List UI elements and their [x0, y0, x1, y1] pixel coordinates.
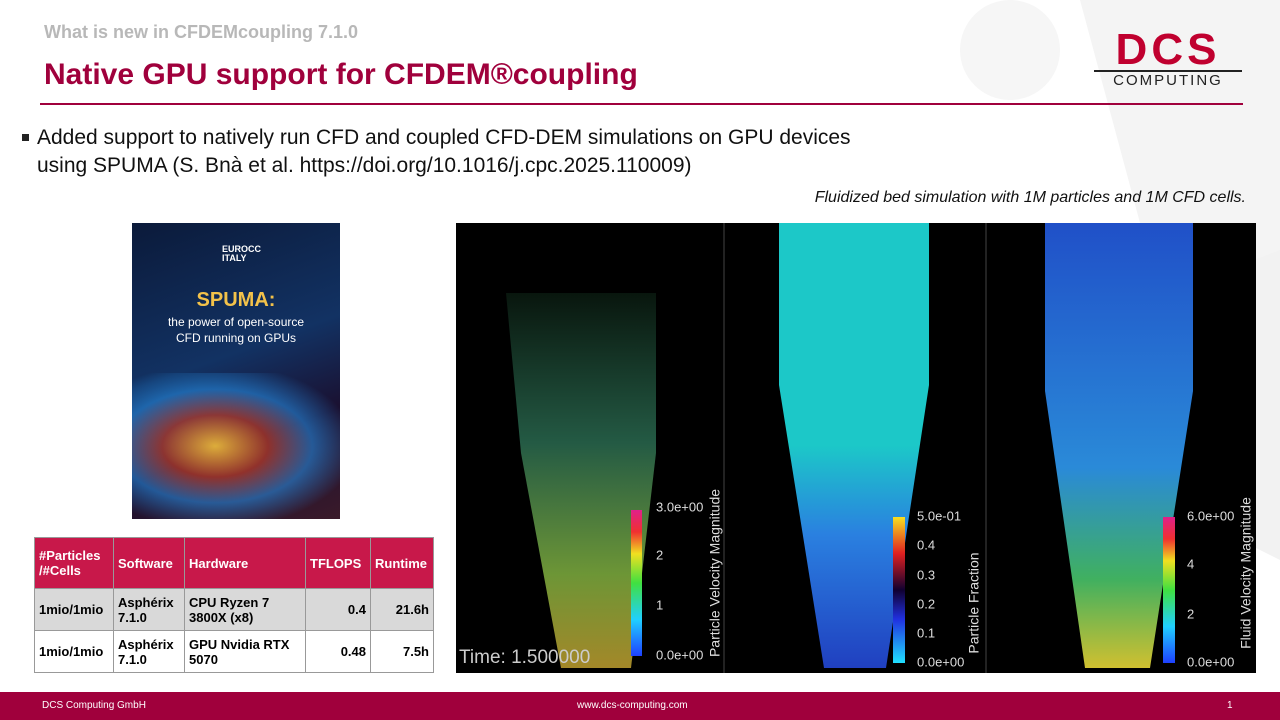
colorbar-title: Fluid Velocity Magnitude — [1238, 497, 1254, 649]
simulation-figure: 3.0e+00 2 1 0.0e+00 5.0e-01 0.4 0.3 0.2 … — [456, 223, 1256, 673]
header-cell: Hardware — [184, 537, 306, 589]
colorbar-tick: 6.0e+00 — [1187, 508, 1234, 523]
colorbar-tick: 0.0e+00 — [656, 647, 703, 662]
colorbar-tick: 0.2 — [917, 596, 935, 611]
cover-brand: EUROCC ITALY — [222, 244, 262, 263]
cell: 21.6h — [370, 588, 434, 631]
colorbar-tick: 2 — [656, 547, 663, 562]
cell: Asphérix 7.1.0 — [113, 630, 185, 673]
bullet-line: Added support to natively run CFD and co… — [37, 126, 851, 149]
table-row: 1mio/1mio Asphérix 7.1.0 CPU Ryzen 7 380… — [34, 588, 434, 631]
footer: DCS Computing GmbH www.dcs-computing.com… — [0, 692, 1280, 720]
colorbar — [631, 510, 642, 656]
colorbar-tick: 0.3 — [917, 567, 935, 582]
cell: GPU Nvidia RTX 5070 — [184, 630, 306, 673]
cell: Asphérix 7.1.0 — [113, 588, 185, 631]
footer-company: DCS Computing GmbH — [42, 700, 146, 711]
cover-subtitle: CFD running on GPUs — [175, 331, 297, 345]
header-cell: #Particles /#Cells — [34, 537, 114, 589]
bullet-marker — [22, 134, 29, 141]
cell: 1mio/1mio — [34, 630, 114, 673]
cell: 7.5h — [370, 630, 434, 673]
colorbar-tick: 0.0e+00 — [1187, 654, 1234, 669]
colorbar-title: Particle Fraction — [966, 552, 982, 653]
colorbar-tick: 2 — [1187, 606, 1194, 621]
header-cell: Software — [113, 537, 185, 589]
cell: 1mio/1mio — [34, 588, 114, 631]
cell: 0.48 — [305, 630, 371, 673]
colorbar-tick: 0.1 — [917, 625, 935, 640]
colorbar-tick: 3.0e+00 — [656, 499, 703, 514]
header-cell: TFLOPS — [305, 537, 371, 589]
bullet-line: using SPUMA (S. Bnà et al. https://doi.o… — [37, 154, 692, 177]
page-number: 1 — [1227, 700, 1233, 711]
colorbar-tick: 4 — [1187, 556, 1194, 571]
kicker: What is new in CFDEMcoupling 7.1.0 — [44, 22, 359, 42]
particle-bed — [506, 293, 656, 668]
table-row: 1mio/1mio Asphérix 7.1.0 GPU Nvidia RTX … — [34, 630, 434, 673]
bg-shape — [960, 0, 1060, 100]
colorbar-tick: 5.0e-01 — [917, 508, 961, 523]
colorbar-title: Particle Velocity Magnitude — [707, 489, 723, 657]
footer-url: www.dcs-computing.com — [577, 700, 688, 711]
fraction-field — [779, 223, 929, 668]
book-cover: EUROCC ITALY SPUMA: the power of open-so… — [132, 223, 340, 519]
logo: DCS COMPUTING — [1094, 25, 1242, 89]
time-label: Time: 1.500000 — [459, 647, 590, 668]
title: Native GPU support for CFDEM®coupling — [44, 58, 638, 91]
cover-art — [132, 373, 340, 519]
caption: Fluidized bed simulation with 1M particl… — [814, 189, 1246, 206]
bullet: Added support to natively run CFD and co… — [22, 124, 851, 180]
colorbar — [893, 517, 905, 663]
colorbar-tick: 0.4 — [917, 537, 935, 552]
logo-top: DCS — [1115, 25, 1221, 74]
title-rule — [40, 103, 1243, 105]
logo-bottom: COMPUTING — [1094, 70, 1242, 89]
fluid-velocity-field — [1045, 223, 1193, 668]
cell: 0.4 — [305, 588, 371, 631]
benchmark-table: #Particles /#Cells Software Hardware TFL… — [34, 537, 434, 673]
colorbar-tick: 1 — [656, 597, 663, 612]
colorbar — [1163, 517, 1175, 663]
header-cell: Runtime — [370, 537, 434, 589]
table-header: #Particles /#Cells Software Hardware TFL… — [34, 537, 434, 589]
colorbar-tick: 0.0e+00 — [917, 654, 964, 669]
cover-subtitle: the power of open-source — [167, 315, 305, 329]
cell: CPU Ryzen 7 3800X (x8) — [184, 588, 306, 631]
cover-title: SPUMA: — [196, 289, 276, 311]
